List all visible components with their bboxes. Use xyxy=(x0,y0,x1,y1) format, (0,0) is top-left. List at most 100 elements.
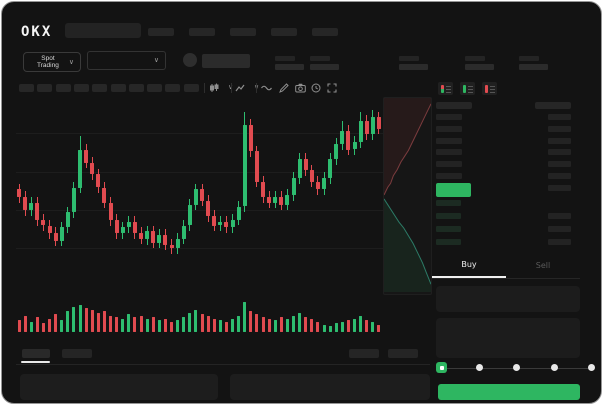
bid-row-price[interactable] xyxy=(436,239,461,245)
ask-row-amount[interactable] xyxy=(548,161,571,168)
sell-tab[interactable]: Sell xyxy=(506,252,580,278)
slider-stop[interactable] xyxy=(475,364,483,371)
camera-icon[interactable] xyxy=(295,83,306,93)
fullscreen-icon[interactable] xyxy=(327,83,337,93)
candle-body xyxy=(163,235,168,245)
wave-icon[interactable] xyxy=(261,83,272,93)
candle-body xyxy=(315,181,320,190)
timeframe-button[interactable] xyxy=(37,84,53,92)
amount-field[interactable] xyxy=(436,318,580,358)
bottom-action-button[interactable] xyxy=(388,349,418,358)
slider-stop[interactable] xyxy=(550,364,558,371)
pencil-icon[interactable] xyxy=(279,83,289,93)
stat-label-placeholder xyxy=(275,56,295,61)
volume-bar xyxy=(17,320,21,332)
price-field[interactable] xyxy=(436,286,580,312)
timeframe-button[interactable] xyxy=(55,84,71,92)
volume-bar xyxy=(188,312,192,332)
okx-logo[interactable]: OKX xyxy=(21,24,53,40)
candlestick-chart[interactable] xyxy=(16,102,383,294)
ask-row-price[interactable] xyxy=(436,173,462,179)
ask-row-amount[interactable] xyxy=(548,149,571,156)
volume-bar xyxy=(151,317,155,332)
nav-item[interactable] xyxy=(271,28,297,36)
volume-bar xyxy=(72,306,76,332)
ask-row-amount[interactable] xyxy=(548,137,571,144)
timeframe-button[interactable] xyxy=(92,84,108,92)
volume-bar xyxy=(371,321,375,332)
ask-row-amount[interactable] xyxy=(548,184,571,191)
last-price-bar[interactable] xyxy=(436,183,471,197)
depth-chart[interactable] xyxy=(383,97,432,295)
candle-body xyxy=(102,187,107,203)
candle-body xyxy=(23,197,28,211)
search-input[interactable] xyxy=(65,23,141,38)
bid-row-amount[interactable] xyxy=(548,213,571,219)
slider-handle[interactable] xyxy=(436,362,447,373)
bid-row-amount[interactable] xyxy=(548,226,571,232)
bid-row-price[interactable] xyxy=(436,226,461,232)
bottom-tab-active[interactable] xyxy=(22,349,50,358)
timeframe-button[interactable] xyxy=(110,84,126,92)
timeframe-button[interactable] xyxy=(165,84,181,92)
market-type-dropdown[interactable]: Spot Trading ∨ xyxy=(23,52,81,72)
nav-item[interactable] xyxy=(148,28,174,36)
orderbook-mode-asks-icon[interactable] xyxy=(482,82,497,95)
timeframe-button[interactable] xyxy=(73,84,89,92)
bid-row-price[interactable] xyxy=(436,200,461,206)
slider-stop[interactable] xyxy=(513,364,520,371)
timeframe-button[interactable] xyxy=(128,84,144,92)
ask-row-price[interactable] xyxy=(436,137,462,144)
candle-body xyxy=(71,187,76,213)
pair-selector-dropdown[interactable]: ∨ xyxy=(87,51,166,70)
candle-body xyxy=(139,233,143,239)
volume-bar xyxy=(84,308,88,332)
candle-body xyxy=(132,221,137,234)
orderbook-mode-all-icon[interactable] xyxy=(438,82,453,95)
indicator-button[interactable] xyxy=(235,83,245,93)
ask-row-price[interactable] xyxy=(436,161,462,168)
slider-stop[interactable] xyxy=(588,364,595,371)
chevron-down-icon[interactable]: ∨ xyxy=(222,83,239,92)
gridline xyxy=(16,172,383,173)
ask-row-amount[interactable] xyxy=(548,114,571,120)
candle-body xyxy=(358,121,363,142)
candle-body xyxy=(108,202,113,220)
candle-body xyxy=(242,124,247,207)
timeframe-button[interactable] xyxy=(147,84,163,92)
volume-bar xyxy=(365,320,369,332)
ask-row-price[interactable] xyxy=(436,125,462,132)
ask-row-price[interactable] xyxy=(436,149,462,156)
nav-item[interactable] xyxy=(230,28,256,36)
red-bar-icon xyxy=(485,85,488,93)
volume-bar xyxy=(292,315,295,332)
bid-row-price[interactable] xyxy=(436,213,461,219)
candle-body xyxy=(206,200,211,216)
ask-row-price[interactable] xyxy=(436,114,462,120)
timeframe-button[interactable] xyxy=(183,84,199,92)
volume-bar xyxy=(359,315,363,332)
candle-body xyxy=(78,149,82,188)
chart-type-button[interactable] xyxy=(209,83,219,93)
candle-body xyxy=(236,206,241,220)
ask-row-amount[interactable] xyxy=(548,173,571,179)
ask-row-amount[interactable] xyxy=(548,125,571,132)
bottom-tab[interactable] xyxy=(62,349,92,358)
active-tab-underline xyxy=(21,361,50,363)
volume-bar xyxy=(304,317,308,332)
orderbook-mode-bids-icon[interactable] xyxy=(460,82,475,95)
stat-value-placeholder xyxy=(399,64,428,70)
buy-tab[interactable]: Buy xyxy=(432,252,506,278)
nav-item[interactable] xyxy=(312,28,338,36)
buy-button[interactable] xyxy=(438,384,580,400)
clock-icon[interactable] xyxy=(311,83,321,93)
bid-row-amount[interactable] xyxy=(548,239,571,245)
timeframe-button[interactable] xyxy=(19,84,34,92)
volume-bar xyxy=(346,320,350,332)
nav-item[interactable] xyxy=(189,28,215,36)
candle-body xyxy=(17,189,21,197)
stat-value-placeholder xyxy=(275,64,304,70)
bottom-action-button[interactable] xyxy=(349,349,379,358)
